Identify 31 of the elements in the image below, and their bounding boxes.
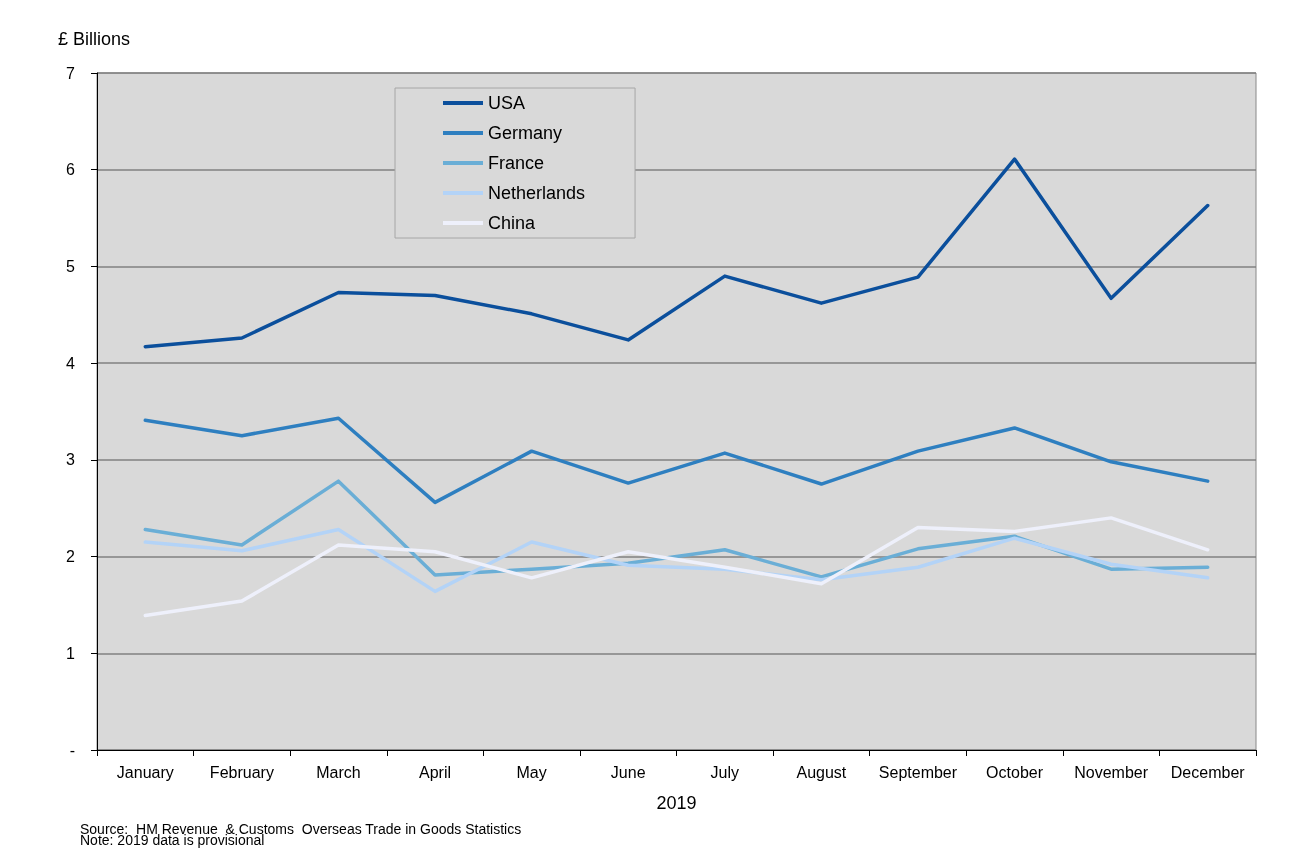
legend-label: France <box>488 153 545 173</box>
x-tick-label: July <box>710 763 740 781</box>
line-series <box>143 516 1210 618</box>
line-series <box>143 157 1210 349</box>
x-axis-title: 2019 <box>656 793 697 813</box>
x-tick-label: August <box>796 763 847 781</box>
x-tick-label: March <box>316 763 361 781</box>
x-tick-label: June <box>610 763 646 781</box>
y-axis-title: £ Billions <box>58 29 131 49</box>
x-tick-label: December <box>1170 763 1246 781</box>
line-series <box>143 527 1210 594</box>
legend-label: Netherlands <box>488 183 586 203</box>
y-tick-label: 5 <box>66 257 76 275</box>
y-tick-label: 2 <box>66 548 76 566</box>
line-series <box>143 416 1210 505</box>
x-tick-label: October <box>986 763 1044 781</box>
x-tick-label: January <box>116 763 174 781</box>
y-tick-label: 1 <box>66 644 76 662</box>
x-tick-label: September <box>878 763 958 781</box>
x-tick-label: May <box>516 763 547 781</box>
y-tick-label: 4 <box>66 354 76 372</box>
x-tick-label: February <box>209 763 274 781</box>
y-tick-label: - <box>69 741 75 759</box>
x-tick-label: November <box>1074 763 1149 781</box>
legend-label: China <box>488 213 537 233</box>
legend-label: USA <box>488 93 526 113</box>
y-tick-label: 6 <box>66 161 76 179</box>
y-tick-label: 3 <box>66 451 76 469</box>
x-tick-label: April <box>419 763 452 781</box>
y-tick-label: 7 <box>66 64 76 82</box>
legend-label: Germany <box>488 123 563 143</box>
